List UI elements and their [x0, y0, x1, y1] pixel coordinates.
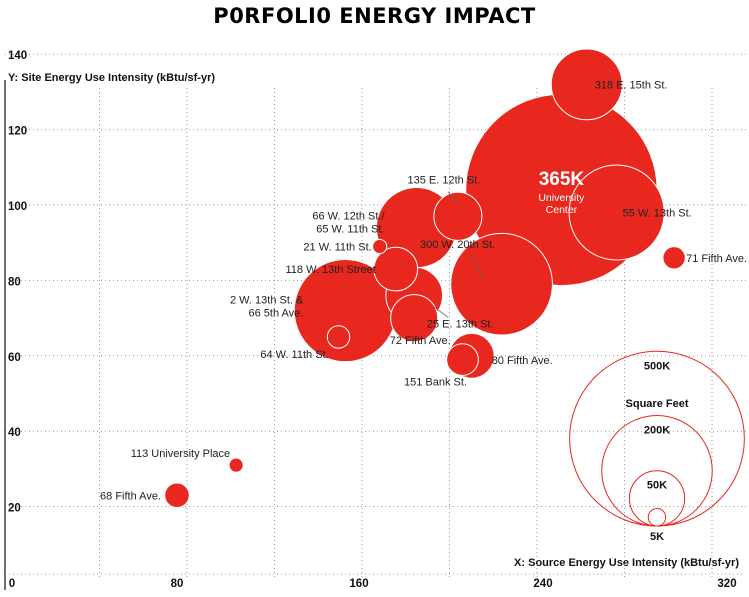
legend-label: 500K — [644, 360, 670, 372]
legend-circle — [569, 350, 745, 527]
bubble-label: 55 W. 13th St. — [623, 208, 692, 220]
bubble-label: 25 E. 13th St. — [427, 318, 494, 330]
bubble-label: 64 W. 11th St. — [260, 349, 328, 361]
x-tick-label: 160 — [349, 578, 368, 590]
y-tick-label: 80 — [8, 276, 21, 288]
bubble — [433, 191, 483, 241]
bubble — [450, 232, 553, 336]
y-tick-label: 40 — [8, 427, 21, 439]
x-tick-label: 240 — [533, 578, 552, 590]
leader-line — [447, 191, 457, 205]
bubble-label: 21 W. 11th St. — [303, 241, 371, 253]
bubble — [164, 482, 190, 509]
bubble — [446, 343, 479, 376]
bubble-label: 68 Fifth Ave. — [100, 490, 161, 502]
legend-circle — [647, 508, 667, 527]
bubble-label: 2 W. 13th St. & 66 5th Ave. — [230, 295, 304, 320]
bubble-label: 66 W. 12th St./65 W. 11th St. — [312, 211, 385, 236]
bubble-label-value: 365K — [539, 169, 585, 190]
bubble-label: 151 Bank St. — [404, 377, 467, 389]
bubble-label: 300 W. 20th St. — [420, 239, 495, 251]
bubble-label: 135 E. 12th St. — [408, 174, 481, 186]
legend-label: 200K — [644, 424, 670, 436]
bubble-label: 72 Fifth Ave. — [390, 335, 451, 347]
x-axis-label: X: Source Energy Use Intensity (kBtu/sf-… — [514, 557, 739, 569]
y-tick-label: 120 — [8, 126, 27, 138]
bubble — [390, 294, 439, 343]
bubble — [662, 246, 686, 270]
chart-title: P0RFOLI0 ENERGY IMPACT — [213, 4, 536, 28]
bubble-label: 80 Fifth Ave. — [492, 355, 553, 367]
bubble-label: 318 E. 15th St. — [595, 79, 668, 91]
size-legend: Square Feet 500K 200K 50K 5K — [569, 350, 745, 543]
axes: 20 40 60 80 100 120 140 0 80 160 240 320 — [4, 50, 744, 590]
y-tick-label: 60 — [8, 352, 21, 364]
y-tick-label: 100 — [8, 201, 27, 213]
legend-label: 50K — [647, 480, 667, 492]
bubble-label: 113 University Place — [131, 448, 230, 460]
bubble-label: Center — [546, 204, 578, 216]
bubble — [372, 238, 388, 255]
bubble — [373, 246, 419, 292]
bubble-label: 71 Fifth Ave. — [686, 253, 747, 265]
bubble-label: University — [538, 192, 585, 204]
x-tick-label: 320 — [717, 578, 736, 590]
bubble — [228, 457, 244, 473]
y-tick-label: 20 — [8, 503, 21, 515]
bubble — [568, 164, 665, 261]
x-tick-label: 0 — [9, 578, 15, 590]
y-tick-label: 140 — [8, 50, 27, 62]
leader-line — [471, 255, 484, 279]
bubble — [326, 325, 351, 349]
bubble-label: 118 W. 13th Street — [286, 264, 376, 276]
leader-line — [326, 338, 335, 342]
x-tick-label: 80 — [171, 578, 184, 590]
y-axis-label: Y: Site Energy Use Intensity (kBtu/sf-yr… — [8, 72, 216, 84]
leader-line — [431, 305, 449, 318]
bubbles — [164, 48, 686, 509]
bubble — [550, 48, 623, 121]
legend-label: 5K — [650, 531, 664, 543]
legend-title: Square Feet — [626, 398, 689, 410]
